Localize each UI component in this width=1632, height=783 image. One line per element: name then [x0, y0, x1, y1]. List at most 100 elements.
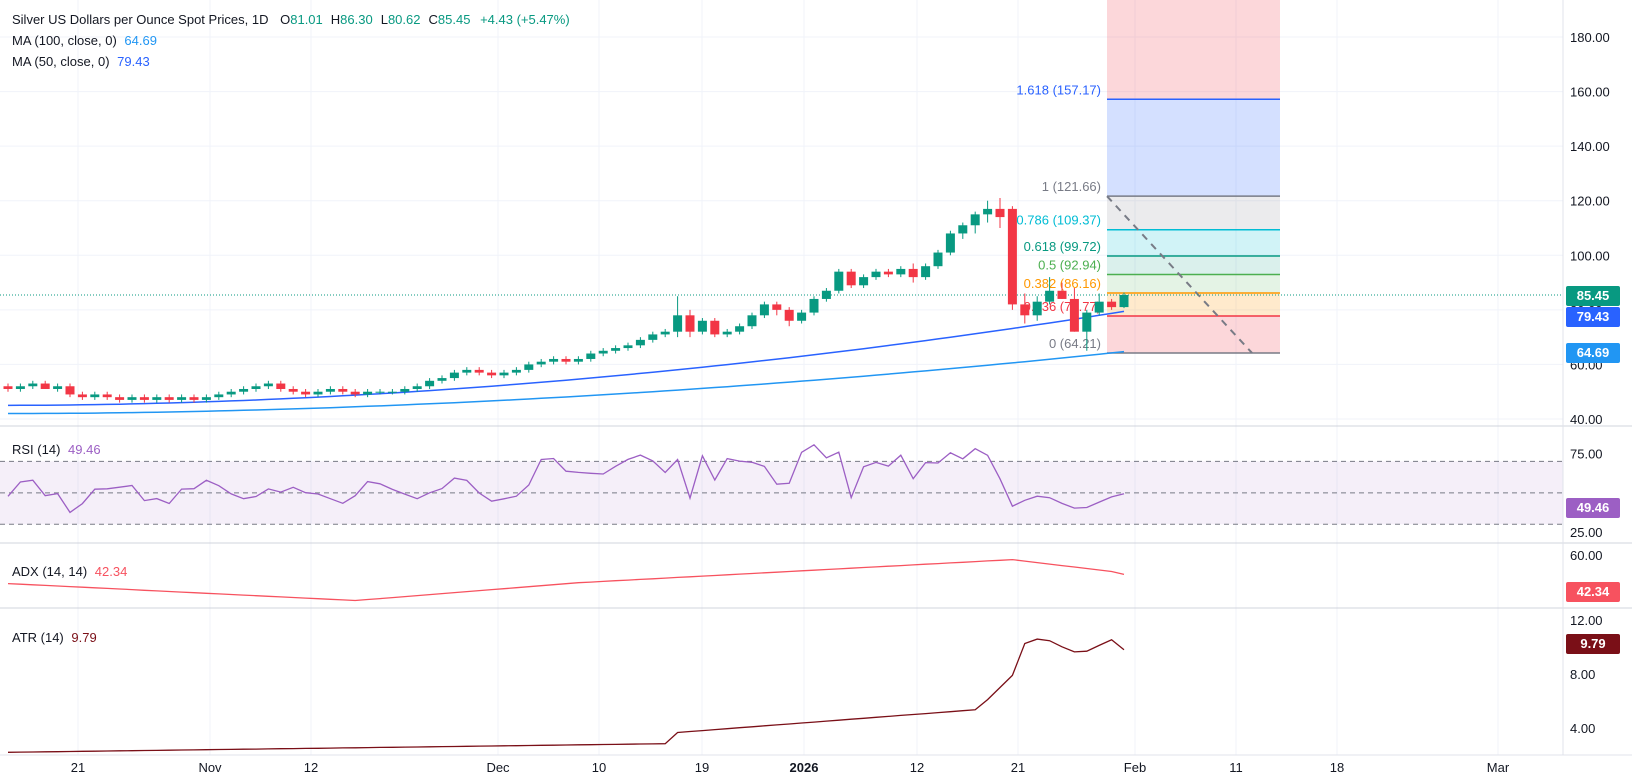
candle [846, 268, 856, 289]
candle [945, 230, 955, 256]
candle-body [697, 320, 707, 332]
candle-body [65, 386, 75, 395]
candle [611, 345, 621, 354]
ma100-badge: 64.69 [1566, 343, 1620, 363]
price-change: +4.43 (+5.47%) [480, 12, 570, 27]
price-tick-label: 160.00 [1570, 85, 1610, 100]
axis-labels: 40.0060.0080.00100.00120.00140.00160.001… [71, 30, 1610, 775]
ohlc-key: H [330, 12, 341, 27]
candle-body [784, 309, 794, 321]
rsi-value: 49.46 [68, 442, 101, 457]
fib-level-label: 1 (121.66) [1042, 179, 1101, 194]
candle-body [487, 372, 497, 376]
candle-body [635, 339, 645, 346]
candle-body [387, 391, 397, 393]
candle [90, 391, 100, 400]
candle [970, 211, 980, 234]
candle-body [301, 391, 311, 395]
candle-body [226, 391, 236, 395]
candle [437, 375, 447, 384]
candle-body [611, 348, 621, 351]
candle-body [127, 397, 137, 400]
ma100-legend[interactable]: MA (100, close, 0) 64.69 [12, 33, 157, 48]
candle-body [1069, 298, 1079, 332]
fib-zone [1107, 99, 1280, 197]
candle [722, 328, 732, 338]
adx-label: ADX (14, 14) [12, 564, 88, 579]
candle-body [288, 388, 298, 392]
rsi-badge: 49.46 [1566, 498, 1620, 518]
candle [425, 378, 435, 389]
grid-lines [0, 0, 1563, 755]
candle-body [958, 225, 968, 234]
candle-body [375, 391, 385, 393]
candle [598, 348, 608, 357]
candle [177, 394, 187, 403]
candle-body [425, 380, 435, 387]
candle-body [276, 383, 286, 389]
candle [685, 309, 695, 338]
ma50-legend[interactable]: MA (50, close, 0) 79.43 [12, 54, 150, 69]
fib-zone [1107, 0, 1280, 100]
fib-zone [1107, 315, 1280, 353]
candle [536, 358, 546, 368]
candle-body [586, 353, 596, 359]
candle [40, 380, 50, 389]
ohlc-value: 81.01 [290, 12, 323, 27]
candle-body [177, 397, 187, 400]
adx-tick-label: 60.00 [1570, 548, 1603, 563]
candle-body [77, 394, 87, 398]
candle [338, 386, 348, 395]
candle [921, 263, 931, 280]
candle [102, 391, 112, 400]
candle [53, 383, 63, 392]
candle [164, 394, 174, 403]
candle [127, 394, 137, 403]
candle [139, 394, 149, 403]
time-tick-label: 21 [1011, 760, 1025, 775]
candle-body [1032, 301, 1042, 316]
candle [561, 356, 571, 365]
candle [325, 386, 335, 395]
rsi-legend[interactable]: RSI (14) 49.46 [12, 442, 101, 457]
candle [239, 386, 249, 395]
atr-tick-label: 12.00 [1570, 613, 1603, 628]
candle-body [623, 345, 633, 349]
candle [995, 197, 1005, 228]
time-tick-label: 19 [695, 760, 709, 775]
candle-body [499, 372, 509, 376]
rsi-tick-label: 25.00 [1570, 525, 1603, 540]
candle [1007, 206, 1017, 310]
ma100-label: MA (100, close, 0) [12, 33, 117, 48]
candle [313, 388, 323, 398]
atr-legend[interactable]: ATR (14) 9.79 [12, 630, 97, 645]
candle-body [561, 358, 571, 362]
candle [710, 318, 720, 338]
candle-body [859, 277, 869, 286]
candle-body [821, 290, 831, 299]
candle-body [1107, 301, 1117, 308]
candle [288, 386, 298, 395]
candle [263, 380, 273, 389]
candle-body [834, 271, 844, 291]
adx-line [7, 558, 1125, 602]
fib-zone [1107, 256, 1280, 275]
fib-level-label: 1.618 (157.17) [1016, 82, 1101, 97]
candle-body [524, 364, 534, 370]
candle-body [164, 397, 174, 400]
adx-legend[interactable]: ADX (14, 14) 42.34 [12, 564, 127, 579]
candle-body [3, 386, 13, 389]
ma100-value: 64.69 [124, 33, 157, 48]
candle-body [139, 397, 149, 400]
price-badge: 85.45 [1566, 286, 1620, 306]
candle-body [474, 369, 484, 373]
candle [1082, 309, 1092, 351]
candle [115, 394, 125, 403]
candle-body [1082, 312, 1092, 332]
candle [908, 263, 918, 283]
candle-body [896, 268, 906, 275]
candle [1020, 293, 1030, 324]
time-tick-label: 11 [1229, 760, 1243, 775]
time-tick-label: 10 [592, 760, 606, 775]
